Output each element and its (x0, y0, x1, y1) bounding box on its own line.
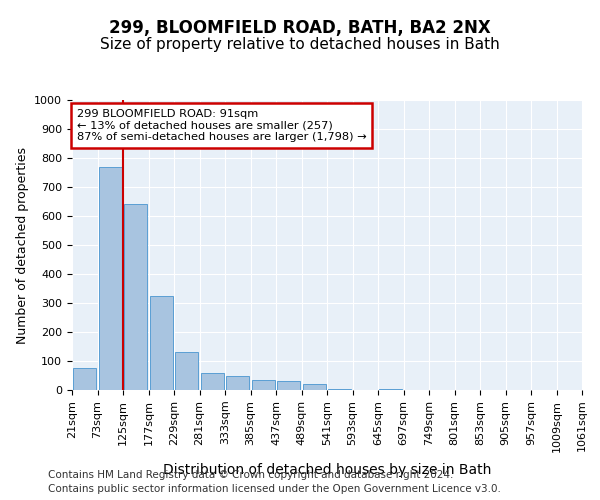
Bar (252, 380, 275, 390)
Bar (175, 352, 198, 390)
Text: 299 BLOOMFIELD ROAD: 91sqm
← 13% of detached houses are smaller (257)
87% of sem: 299 BLOOMFIELD ROAD: 91sqm ← 13% of deta… (77, 108, 367, 142)
Y-axis label: Number of detached properties: Number of detached properties (16, 146, 29, 344)
Bar (201, 372, 224, 390)
Bar (328, 388, 351, 390)
Text: 299, BLOOMFIELD ROAD, BATH, BA2 2NX: 299, BLOOMFIELD ROAD, BATH, BA2 2NX (109, 20, 491, 38)
Text: Contains public sector information licensed under the Open Government Licence v3: Contains public sector information licen… (48, 484, 501, 494)
Bar (124, 204, 147, 390)
X-axis label: Distribution of detached houses by size in Bath: Distribution of detached houses by size … (163, 462, 491, 476)
Bar (73, 368, 96, 390)
Bar (379, 388, 402, 390)
Bar (277, 382, 300, 390)
Text: Contains HM Land Registry data © Crown copyright and database right 2024.: Contains HM Land Registry data © Crown c… (48, 470, 454, 480)
Bar (303, 384, 326, 390)
Text: Size of property relative to detached houses in Bath: Size of property relative to detached ho… (100, 38, 500, 52)
Bar (226, 376, 249, 390)
Bar (150, 296, 173, 390)
Bar (99, 166, 122, 390)
